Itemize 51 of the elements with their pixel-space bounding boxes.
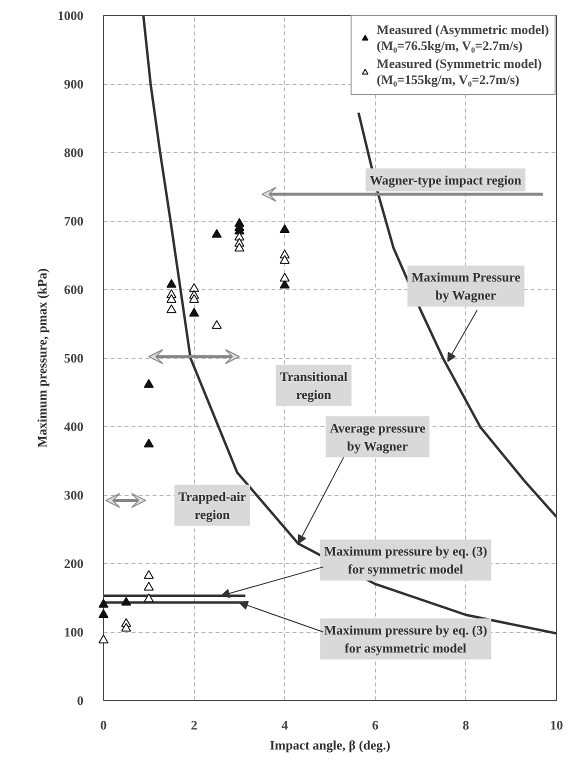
point [280,272,290,282]
annotation: Trapped-air region [178,488,246,522]
annotation: Maximum pressure by eq. (3) for symmetric model [324,544,488,577]
y-tick-label: 800 [64,145,84,160]
point [234,242,244,252]
x-tick-label: 2 [190,718,198,732]
point [144,593,154,602]
y-tick-label: 300 [64,488,84,502]
legend-label: Measured (Symmetric model) (M₀=155kg/m, V₀=2.7m/s) [376,56,542,88]
x-tick-label: 6 [372,718,380,732]
point [189,308,200,317]
point [144,438,154,448]
annotation: Transitional region [280,368,348,402]
x-tick-label: 10 [550,718,563,732]
legend-label: Measured (Asymmetric model) (M₀=76.5kg/m, V₀=2.7m/s) [376,22,549,54]
x-tick-label: 0 [100,718,107,732]
y-tick-label: 700 [64,214,84,228]
point [189,283,200,292]
point [121,596,132,606]
y-axis-title: Maximum pressure, pmax (kPa) [34,268,50,448]
x-tick-label: 4 [281,718,288,732]
point [280,255,290,264]
annotation: Average pressure by Wagner [330,420,426,454]
y-tick-label: 100 [64,624,84,640]
y-tick-label: 200 [64,556,84,571]
point [144,582,154,591]
y-tick-label: 600 [64,282,84,297]
x-tick-label: 8 [462,718,470,732]
annotation: Maximum pressure by eq. (3) for asymmetric model [324,622,488,656]
point [121,622,132,632]
y-tick-label: 1000 [58,8,84,23]
point [98,634,108,644]
y-tick-label: 0 [77,693,84,708]
point [166,279,176,288]
point [144,570,154,579]
point [234,232,244,241]
annotation: Maximum Pressure by Wagner [411,270,521,303]
point [212,229,222,238]
point [166,294,176,303]
point [189,294,200,303]
y-tick-label: 900 [64,76,84,92]
point [144,379,154,388]
point [212,320,222,329]
point [98,598,108,608]
y-tick-label: 500 [64,350,84,366]
y-tick-label: 400 [64,419,84,434]
annotation: Wagner-type impact region [370,172,522,188]
point [98,609,108,618]
point [280,224,290,234]
point [166,304,176,314]
x-axis-title: Impact angle, β (deg.) [270,738,390,752]
